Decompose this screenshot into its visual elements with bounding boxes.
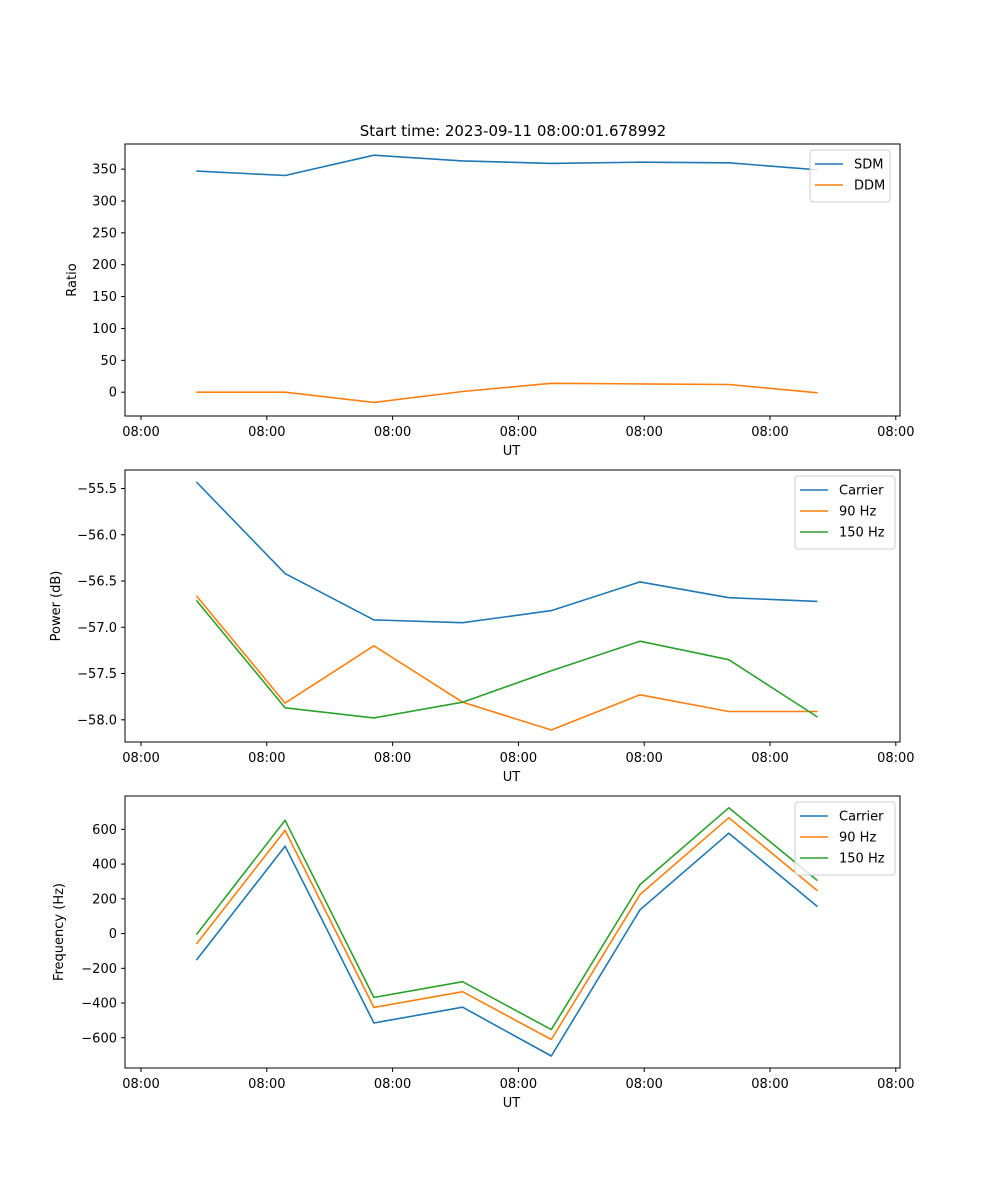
x-axis-label: UT bbox=[503, 770, 521, 785]
x-tick-label: 08:00 bbox=[751, 1077, 788, 1092]
legend-entry: Carrier bbox=[839, 484, 884, 499]
x-tick-label: 08:00 bbox=[374, 751, 411, 766]
y-axis-label: Frequency (Hz) bbox=[52, 883, 67, 981]
legend-box bbox=[809, 149, 891, 203]
y-axis-label: Ratio bbox=[65, 263, 80, 296]
series-line-sdm bbox=[196, 154, 818, 177]
legend-box bbox=[794, 475, 896, 550]
y-tick-label: 250 bbox=[92, 226, 117, 241]
x-tick-label: 08:00 bbox=[625, 1077, 662, 1092]
y-tick-label: 200 bbox=[92, 892, 117, 907]
series-line-150-hz bbox=[195, 599, 818, 719]
legend-entry: 90 Hz bbox=[839, 505, 876, 520]
series-line-90-hz bbox=[195, 595, 818, 731]
y-axis-label: Power (dB) bbox=[49, 571, 64, 642]
y-tick-label: −400 bbox=[81, 997, 117, 1012]
x-tick-label: 08:00 bbox=[122, 425, 159, 440]
y-tick-label: 300 bbox=[92, 195, 117, 210]
series-line-carrier bbox=[195, 481, 818, 624]
x-tick-label: 08:00 bbox=[122, 1077, 159, 1092]
y-tick-label: 150 bbox=[92, 290, 117, 305]
y-tick-label: −200 bbox=[81, 962, 117, 977]
legend-entry: 90 Hz bbox=[839, 831, 876, 846]
y-tick-label: −56.0 bbox=[77, 528, 117, 543]
series-line-carrier bbox=[195, 832, 819, 1057]
legend: SDM DDM bbox=[809, 149, 891, 203]
legend: Carrier 90 Hz 150 Hz bbox=[794, 475, 896, 550]
axes-frame bbox=[124, 469, 901, 743]
axes-frame bbox=[124, 143, 901, 417]
legend-entry: 150 Hz bbox=[839, 526, 885, 541]
legend-entry: 150 Hz bbox=[839, 852, 885, 867]
x-tick-label: 08:00 bbox=[248, 425, 285, 440]
x-tick-label: 08:00 bbox=[500, 425, 537, 440]
subplot-2: 08:00 08:00 08:00 08:00 08:00 08:00 08:00 UT −55… bbox=[49, 469, 915, 785]
x-tick-label: 08:00 bbox=[751, 425, 788, 440]
x-tick-label: 08:00 bbox=[625, 425, 662, 440]
y-tick-label: 100 bbox=[92, 322, 117, 337]
legend-entry: Carrier bbox=[839, 810, 884, 825]
y-tick-label: −56.5 bbox=[77, 575, 117, 590]
y-tick-label: −58.0 bbox=[77, 713, 117, 728]
axes-frame bbox=[124, 795, 901, 1069]
legend-box bbox=[794, 801, 896, 876]
subplot-3: 08:00 08:00 08:00 08:00 08:00 08:00 08:00 UT 600… bbox=[52, 795, 915, 1111]
x-tick-label: 08:00 bbox=[877, 751, 914, 766]
y-tick-label: 400 bbox=[92, 858, 117, 873]
y-tick-label: −57.0 bbox=[77, 621, 117, 636]
legend-entry: SDM bbox=[854, 158, 883, 173]
x-tick-label: 08:00 bbox=[500, 1077, 537, 1092]
y-tick-label: 600 bbox=[92, 823, 117, 838]
x-axis-label: UT bbox=[503, 444, 521, 459]
x-tick-label: 08:00 bbox=[500, 751, 537, 766]
legend: Carrier 90 Hz 150 Hz bbox=[794, 801, 896, 876]
y-tick-label: 350 bbox=[92, 163, 117, 178]
x-tick-label: 08:00 bbox=[374, 1077, 411, 1092]
figure-title: Start time: 2023-09-11 08:00:01.678992 bbox=[360, 122, 666, 140]
x-tick-label: 08:00 bbox=[248, 751, 285, 766]
y-tick-label: 0 bbox=[109, 927, 117, 942]
subplot-1: 08:00 08:00 08:00 08:00 08:00 08:00 08:00 UT 0 50… bbox=[65, 143, 915, 459]
series-line-ddm bbox=[196, 382, 818, 404]
x-tick-label: 08:00 bbox=[625, 751, 662, 766]
x-tick-label: 08:00 bbox=[751, 751, 788, 766]
y-tick-label: 50 bbox=[100, 354, 117, 369]
y-tick-label: −57.5 bbox=[77, 667, 117, 682]
y-tick-label: 0 bbox=[109, 386, 117, 401]
x-tick-label: 08:00 bbox=[248, 1077, 285, 1092]
subplots: 08:00 08:00 08:00 08:00 08:00 08:00 08:00 UT 0 50… bbox=[49, 143, 915, 1111]
legend-entry: DDM bbox=[854, 179, 885, 194]
x-tick-label: 08:00 bbox=[122, 751, 159, 766]
y-tick-label: 200 bbox=[92, 258, 117, 273]
y-tick-label: −600 bbox=[81, 1031, 117, 1046]
series-line-150-hz bbox=[195, 806, 819, 1031]
x-axis-label: UT bbox=[503, 1096, 521, 1111]
y-tick-label: −55.5 bbox=[77, 482, 117, 497]
x-tick-label: 08:00 bbox=[877, 425, 914, 440]
series-line-90-hz bbox=[195, 816, 819, 1041]
x-tick-label: 08:00 bbox=[877, 1077, 914, 1092]
x-tick-label: 08:00 bbox=[374, 425, 411, 440]
